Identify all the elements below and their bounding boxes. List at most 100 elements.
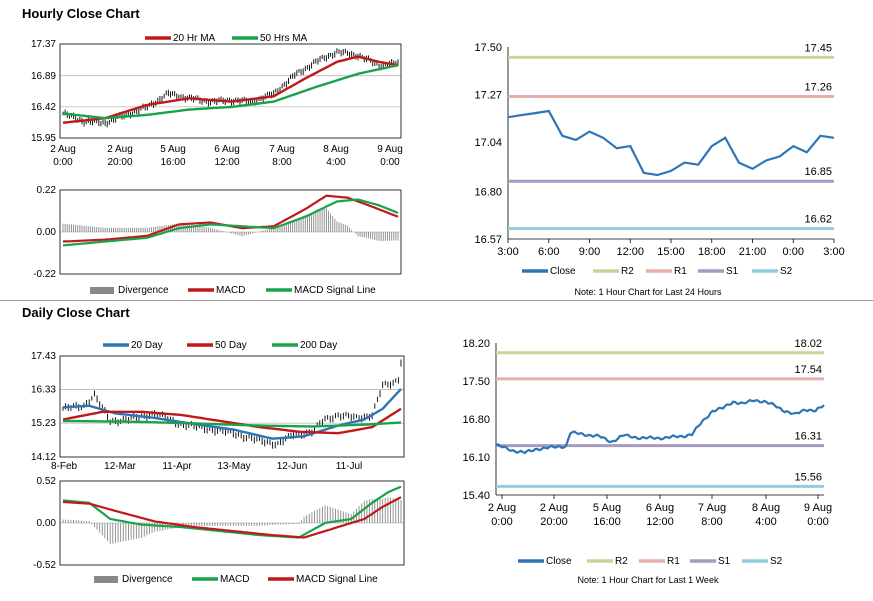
daily_price-xtick: 8-Feb — [51, 461, 78, 472]
hourly_close-xtick: 6:00 — [538, 246, 559, 258]
hourly_price-xtick: 9 Aug — [377, 144, 403, 155]
daily-close-legend-s1-label: S1 — [718, 556, 731, 567]
hourly-legend-50hrs-ma-label: 50 Hrs MA — [260, 33, 308, 44]
daily_close-ytick: 15.40 — [462, 490, 490, 502]
daily_close-xtick: 7 Aug — [698, 502, 726, 514]
hourly_macd-ytick: 0.00 — [37, 227, 57, 238]
daily_close-xtick: 2 Aug — [540, 502, 568, 514]
hourly-macd-legend-divergence-label: Divergence — [118, 285, 169, 296]
daily-section-title: Daily Close Chart — [22, 305, 130, 320]
hourly_price-frame — [59, 43, 402, 139]
daily_price-frame — [59, 355, 405, 458]
hourly-close-legend-s1-label: S1 — [726, 266, 739, 277]
hourly-macd-legend-macd-label: MACD — [216, 285, 245, 296]
hourly_price-ytick: 16.42 — [31, 102, 56, 113]
hourly_close-ytick: 16.80 — [474, 187, 502, 199]
daily-macd-legend-divergence-swatch — [94, 576, 118, 583]
daily_close-level-label-s2: 15.56 — [794, 471, 822, 483]
hourly_close-level-label-s2: 16.62 — [804, 214, 832, 226]
daily_close-xtick: 5 Aug — [593, 502, 621, 514]
daily_macd-series-macd — [62, 485, 402, 539]
hourly_close-xtick: 9:00 — [579, 246, 600, 258]
daily_price-xtick: 11-Jul — [336, 461, 363, 472]
daily_close-level-label-r1: 17.54 — [794, 364, 822, 376]
daily_price-ytick: 17.43 — [31, 351, 56, 362]
daily_close-xtick: 2 Aug — [488, 502, 516, 514]
hourly_price-xtick: 0:00 — [53, 157, 73, 168]
daily_price-xtick: 12-Jun — [277, 461, 308, 472]
daily_price-series-50-day — [62, 407, 402, 435]
daily_macd-ytick: -0.52 — [33, 560, 56, 571]
daily_price-ytick: 15.23 — [31, 418, 56, 429]
hourly-section-title: Hourly Close Chart — [22, 6, 140, 21]
hourly-macd-legend-signal-label: MACD Signal Line — [294, 285, 376, 296]
hourly_price-ytick: 16.89 — [31, 71, 56, 82]
daily_price-series-200-day — [63, 419, 402, 428]
daily_price-xtick: 13-May — [217, 461, 250, 472]
hourly_price-xtick: 12:00 — [214, 157, 239, 168]
daily_close-xtick: 12:00 — [646, 516, 674, 528]
section-divider — [0, 300, 873, 301]
hourly_price-xtick: 2 Aug — [50, 144, 76, 155]
daily_macd-ytick: 0.00 — [37, 518, 57, 529]
hourly_close-xtick: 0:00 — [783, 246, 804, 258]
daily-legend-200-day-label: 200 Day — [300, 340, 337, 351]
daily_close-ytick: 17.50 — [462, 376, 490, 388]
hourly_price-ytick: 15.95 — [31, 133, 56, 144]
hourly_close-xtick: 21:00 — [739, 246, 767, 258]
daily_close-xtick: 9 Aug — [804, 502, 832, 514]
hourly_price-xtick: 2 Aug — [107, 144, 133, 155]
daily_close-ytick: 16.80 — [462, 414, 490, 426]
hourly-close-legend-close-label: Close — [550, 266, 576, 277]
daily_price-ytick: 14.12 — [31, 452, 56, 463]
hourly_close-xtick: 3:00 — [823, 246, 844, 258]
hourly_price-xtick: 16:00 — [160, 157, 185, 168]
daily_macd-ytick: 0.52 — [37, 476, 57, 487]
hourly_close-xtick: 12:00 — [616, 246, 644, 258]
daily_close-series-close — [495, 398, 825, 455]
hourly_macd-ytick: 0.22 — [37, 185, 57, 196]
hourly_macd-ytick: -0.22 — [33, 269, 56, 280]
hourly-legend-20hr-ma-label: 20 Hr MA — [173, 33, 216, 44]
daily_price-series-20-day — [62, 388, 402, 440]
hourly_price-ytick: 17.37 — [31, 39, 56, 50]
hourly_close-xtick: 18:00 — [698, 246, 726, 258]
daily-macd-legend-divergence-label: Divergence — [122, 574, 173, 585]
daily-close-legend-s2-label: S2 — [770, 556, 783, 567]
daily_close-ytick: 16.10 — [462, 452, 490, 464]
daily_close-xtick: 0:00 — [491, 516, 512, 528]
daily_close-xtick: 4:00 — [755, 516, 776, 528]
hourly_close-level-label-s1: 16.85 — [804, 166, 832, 178]
daily_macd-frame — [59, 480, 405, 566]
daily_price-ytick: 16.33 — [31, 385, 56, 396]
hourly_close-ytick: 16.57 — [474, 234, 502, 246]
daily-macd-legend-signal-label: MACD Signal Line — [296, 574, 378, 585]
hourly_macd-series-macd-signal-line — [62, 198, 399, 247]
daily_close-xtick: 8:00 — [701, 516, 722, 528]
daily-close-note: Note: 1 Hour Chart for Last 1 Week — [578, 575, 719, 585]
hourly-close-legend-r1-label: R1 — [674, 266, 687, 277]
hourly_close-ytick: 17.04 — [474, 137, 502, 149]
hourly_price-xtick: 20:00 — [107, 157, 132, 168]
daily-close-legend-r1-label: R1 — [667, 556, 680, 567]
daily_close-xtick: 20:00 — [540, 516, 568, 528]
daily-legend-20-day-label: 20 Day — [131, 340, 163, 351]
hourly_price-xtick: 7 Aug — [269, 144, 295, 155]
daily_price-xtick: 11-Apr — [162, 461, 192, 472]
daily_close-ytick: 18.20 — [462, 338, 490, 350]
hourly-close-legend-s2-label: S2 — [780, 266, 793, 277]
hourly_close-series-close — [507, 109, 835, 177]
daily_macd-series-macd-signal-line — [62, 496, 402, 539]
daily_close-xtick: 16:00 — [593, 516, 621, 528]
daily-close-legend-r2-label: R2 — [615, 556, 628, 567]
hourly_macd-frame — [59, 189, 402, 275]
hourly_price-xtick: 6 Aug — [214, 144, 240, 155]
daily_close-xtick: 8 Aug — [752, 502, 780, 514]
hourly-close-legend-r2-label: R2 — [621, 266, 634, 277]
daily_close-xtick: 6 Aug — [646, 502, 674, 514]
daily-close-legend-close-label: Close — [546, 556, 572, 567]
hourly_price-xtick: 5 Aug — [160, 144, 186, 155]
daily_price-xtick: 12-Mar — [104, 461, 136, 472]
hourly_price-series-20-hr-ma — [62, 55, 399, 124]
hourly_macd-series-macd — [62, 194, 399, 243]
